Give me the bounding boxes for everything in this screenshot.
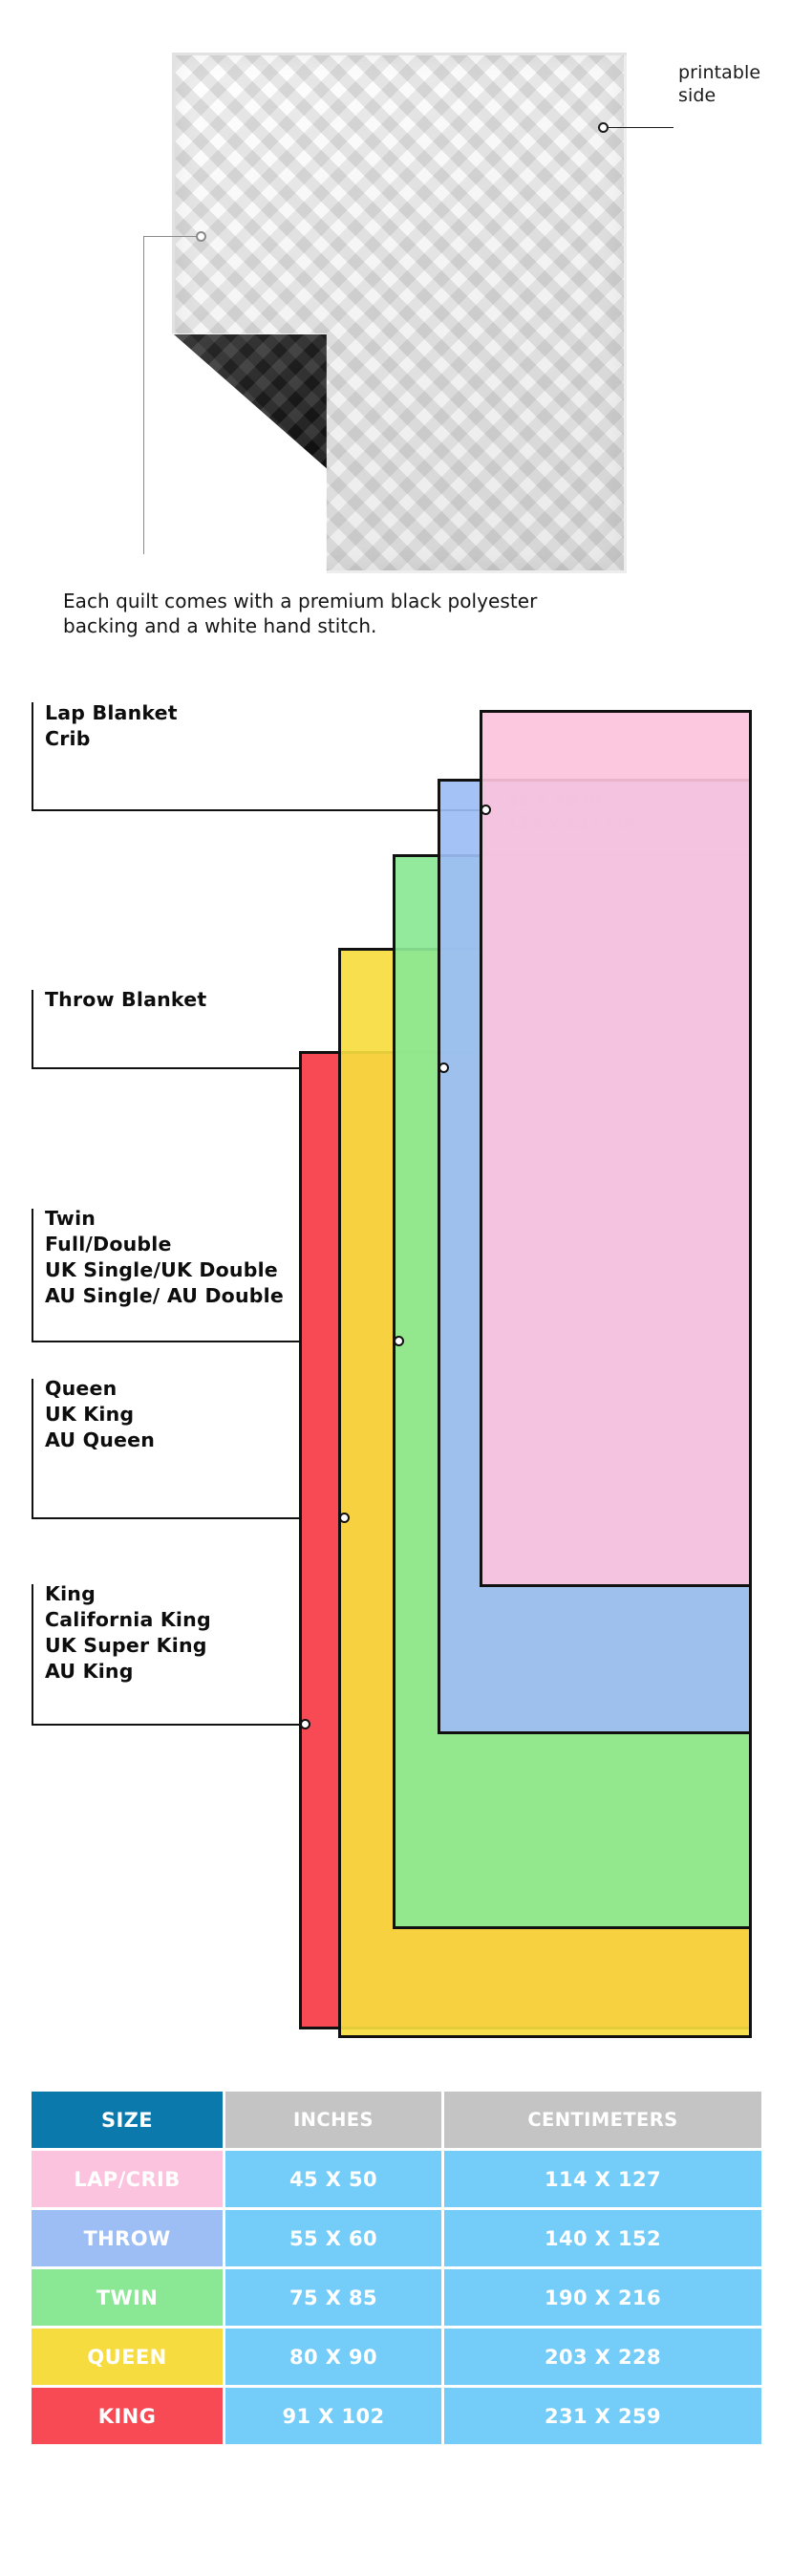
printable-side-label: printable side xyxy=(678,62,761,106)
dim-dot-lap-icon xyxy=(481,805,491,815)
printable-side-leader-line xyxy=(609,127,673,128)
dim-dot-queen-icon xyxy=(339,1513,350,1523)
bracket-throw-vertical xyxy=(32,990,33,1068)
table-header-size: SIZE xyxy=(32,2092,223,2148)
table-cell-size-throw: THROW xyxy=(32,2210,223,2266)
bracket-lap-vertical xyxy=(32,702,33,810)
table-cell-size-queen: QUEEN xyxy=(32,2329,223,2385)
group-label-lap: Lap Blanket Crib xyxy=(45,701,178,750)
bracket-throw-horizontal xyxy=(32,1067,443,1069)
size-comparison-diagram: Lap Blanket Crib 45 x 50 in 114 x 127 cm… xyxy=(32,701,752,2038)
table-cell-size-twin: TWIN xyxy=(32,2269,223,2326)
table-header-centimeters: CENTIMETERS xyxy=(443,2092,761,2148)
quilt-illustration: printable side Each quilt comes with a p… xyxy=(0,0,791,637)
table-header-row: SIZE INCHES CENTIMETERS xyxy=(32,2092,761,2148)
table-row: TWIN 75 X 85 190 X 216 xyxy=(32,2269,761,2326)
black-backing-dot-icon xyxy=(196,231,206,242)
bracket-king-vertical xyxy=(32,1584,33,1725)
table-cell-cm-lap: 114 X 127 xyxy=(443,2151,761,2207)
black-backing-leader-vertical xyxy=(143,236,144,554)
table-header-inches: INCHES xyxy=(225,2092,441,2148)
table-cell-inches-queen: 80 X 90 xyxy=(225,2329,441,2385)
bracket-twin-vertical xyxy=(32,1209,33,1342)
bracket-queen-horizontal xyxy=(32,1517,342,1519)
group-label-twin: Twin Full/Double UK Single/UK Double AU … xyxy=(45,1207,284,1307)
bracket-queen-vertical xyxy=(32,1379,33,1518)
table-cell-cm-twin: 190 X 216 xyxy=(443,2269,761,2326)
black-backing-leader-horizontal xyxy=(143,236,197,237)
table-cell-inches-king: 91 X 102 xyxy=(225,2388,441,2444)
bracket-twin-horizontal xyxy=(32,1341,398,1342)
size-rect-lap xyxy=(480,710,752,1587)
table-cell-size-king: KING xyxy=(32,2388,223,2444)
table-row: KING 91 X 102 231 X 259 xyxy=(32,2388,761,2444)
group-label-throw: Throw Blanket xyxy=(45,988,207,1011)
backing-caption: Each quilt comes with a premium black po… xyxy=(63,590,538,637)
group-label-queen: Queen UK King AU Queen xyxy=(45,1377,156,1451)
dim-dot-throw-icon xyxy=(438,1063,449,1073)
bracket-lap-horizontal xyxy=(32,809,485,811)
group-label-king: King California King UK Super King AU Ki… xyxy=(45,1582,211,1683)
table-row: QUEEN 80 X 90 203 X 228 xyxy=(32,2329,761,2385)
table-cell-cm-king: 231 X 259 xyxy=(443,2388,761,2444)
printable-side-dot-icon xyxy=(598,122,609,133)
table-cell-inches-throw: 55 X 60 xyxy=(225,2210,441,2266)
table-row: LAP/CRIB 45 X 50 114 X 127 xyxy=(32,2151,761,2207)
dim-dot-king-icon xyxy=(300,1719,310,1729)
table-cell-size-lap: LAP/CRIB xyxy=(32,2151,223,2207)
table-cell-inches-twin: 75 X 85 xyxy=(225,2269,441,2326)
size-table: SIZE INCHES CENTIMETERS LAP/CRIB 45 X 50… xyxy=(29,2089,764,2447)
table-cell-cm-throw: 140 X 152 xyxy=(443,2210,761,2266)
bracket-king-horizontal xyxy=(32,1724,302,1726)
table-cell-inches-lap: 45 X 50 xyxy=(225,2151,441,2207)
dim-dot-twin-icon xyxy=(394,1336,404,1346)
table-cell-cm-queen: 203 X 228 xyxy=(443,2329,761,2385)
table-row: THROW 55 X 60 140 X 152 xyxy=(32,2210,761,2266)
